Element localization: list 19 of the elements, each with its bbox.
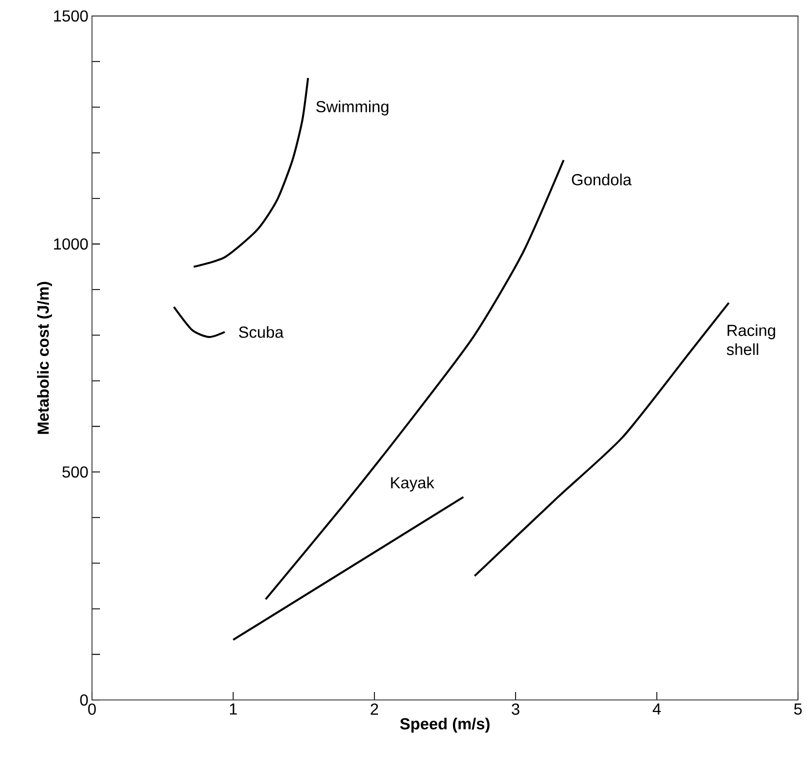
y-tick-label: 1000: [54, 238, 88, 250]
series-label: Gondola: [572, 174, 632, 186]
series-label: Kayak: [391, 476, 434, 492]
x-tick-label: 4: [652, 704, 661, 715]
x-tick-label: 2: [370, 704, 378, 715]
series-label: Racing shell: [726, 324, 776, 356]
line-series: [192, 77, 310, 268]
y-axis-title: Metabolic cost (J/m): [37, 282, 52, 434]
x-tick-label: 5: [794, 704, 802, 715]
series-label: Swimming: [316, 100, 388, 116]
x-tick-label: 0: [88, 704, 96, 715]
x-tick-label: 3: [512, 704, 520, 715]
series-label: Scuba: [238, 326, 284, 338]
x-axis-title: Speed (m/s): [400, 718, 490, 733]
line-series: [172, 306, 226, 338]
y-tick-label: 0: [80, 694, 88, 706]
x-tick-label: 1: [230, 704, 237, 715]
y-tick-label: 500: [62, 466, 88, 478]
y-tick-label: 1500: [54, 10, 88, 22]
